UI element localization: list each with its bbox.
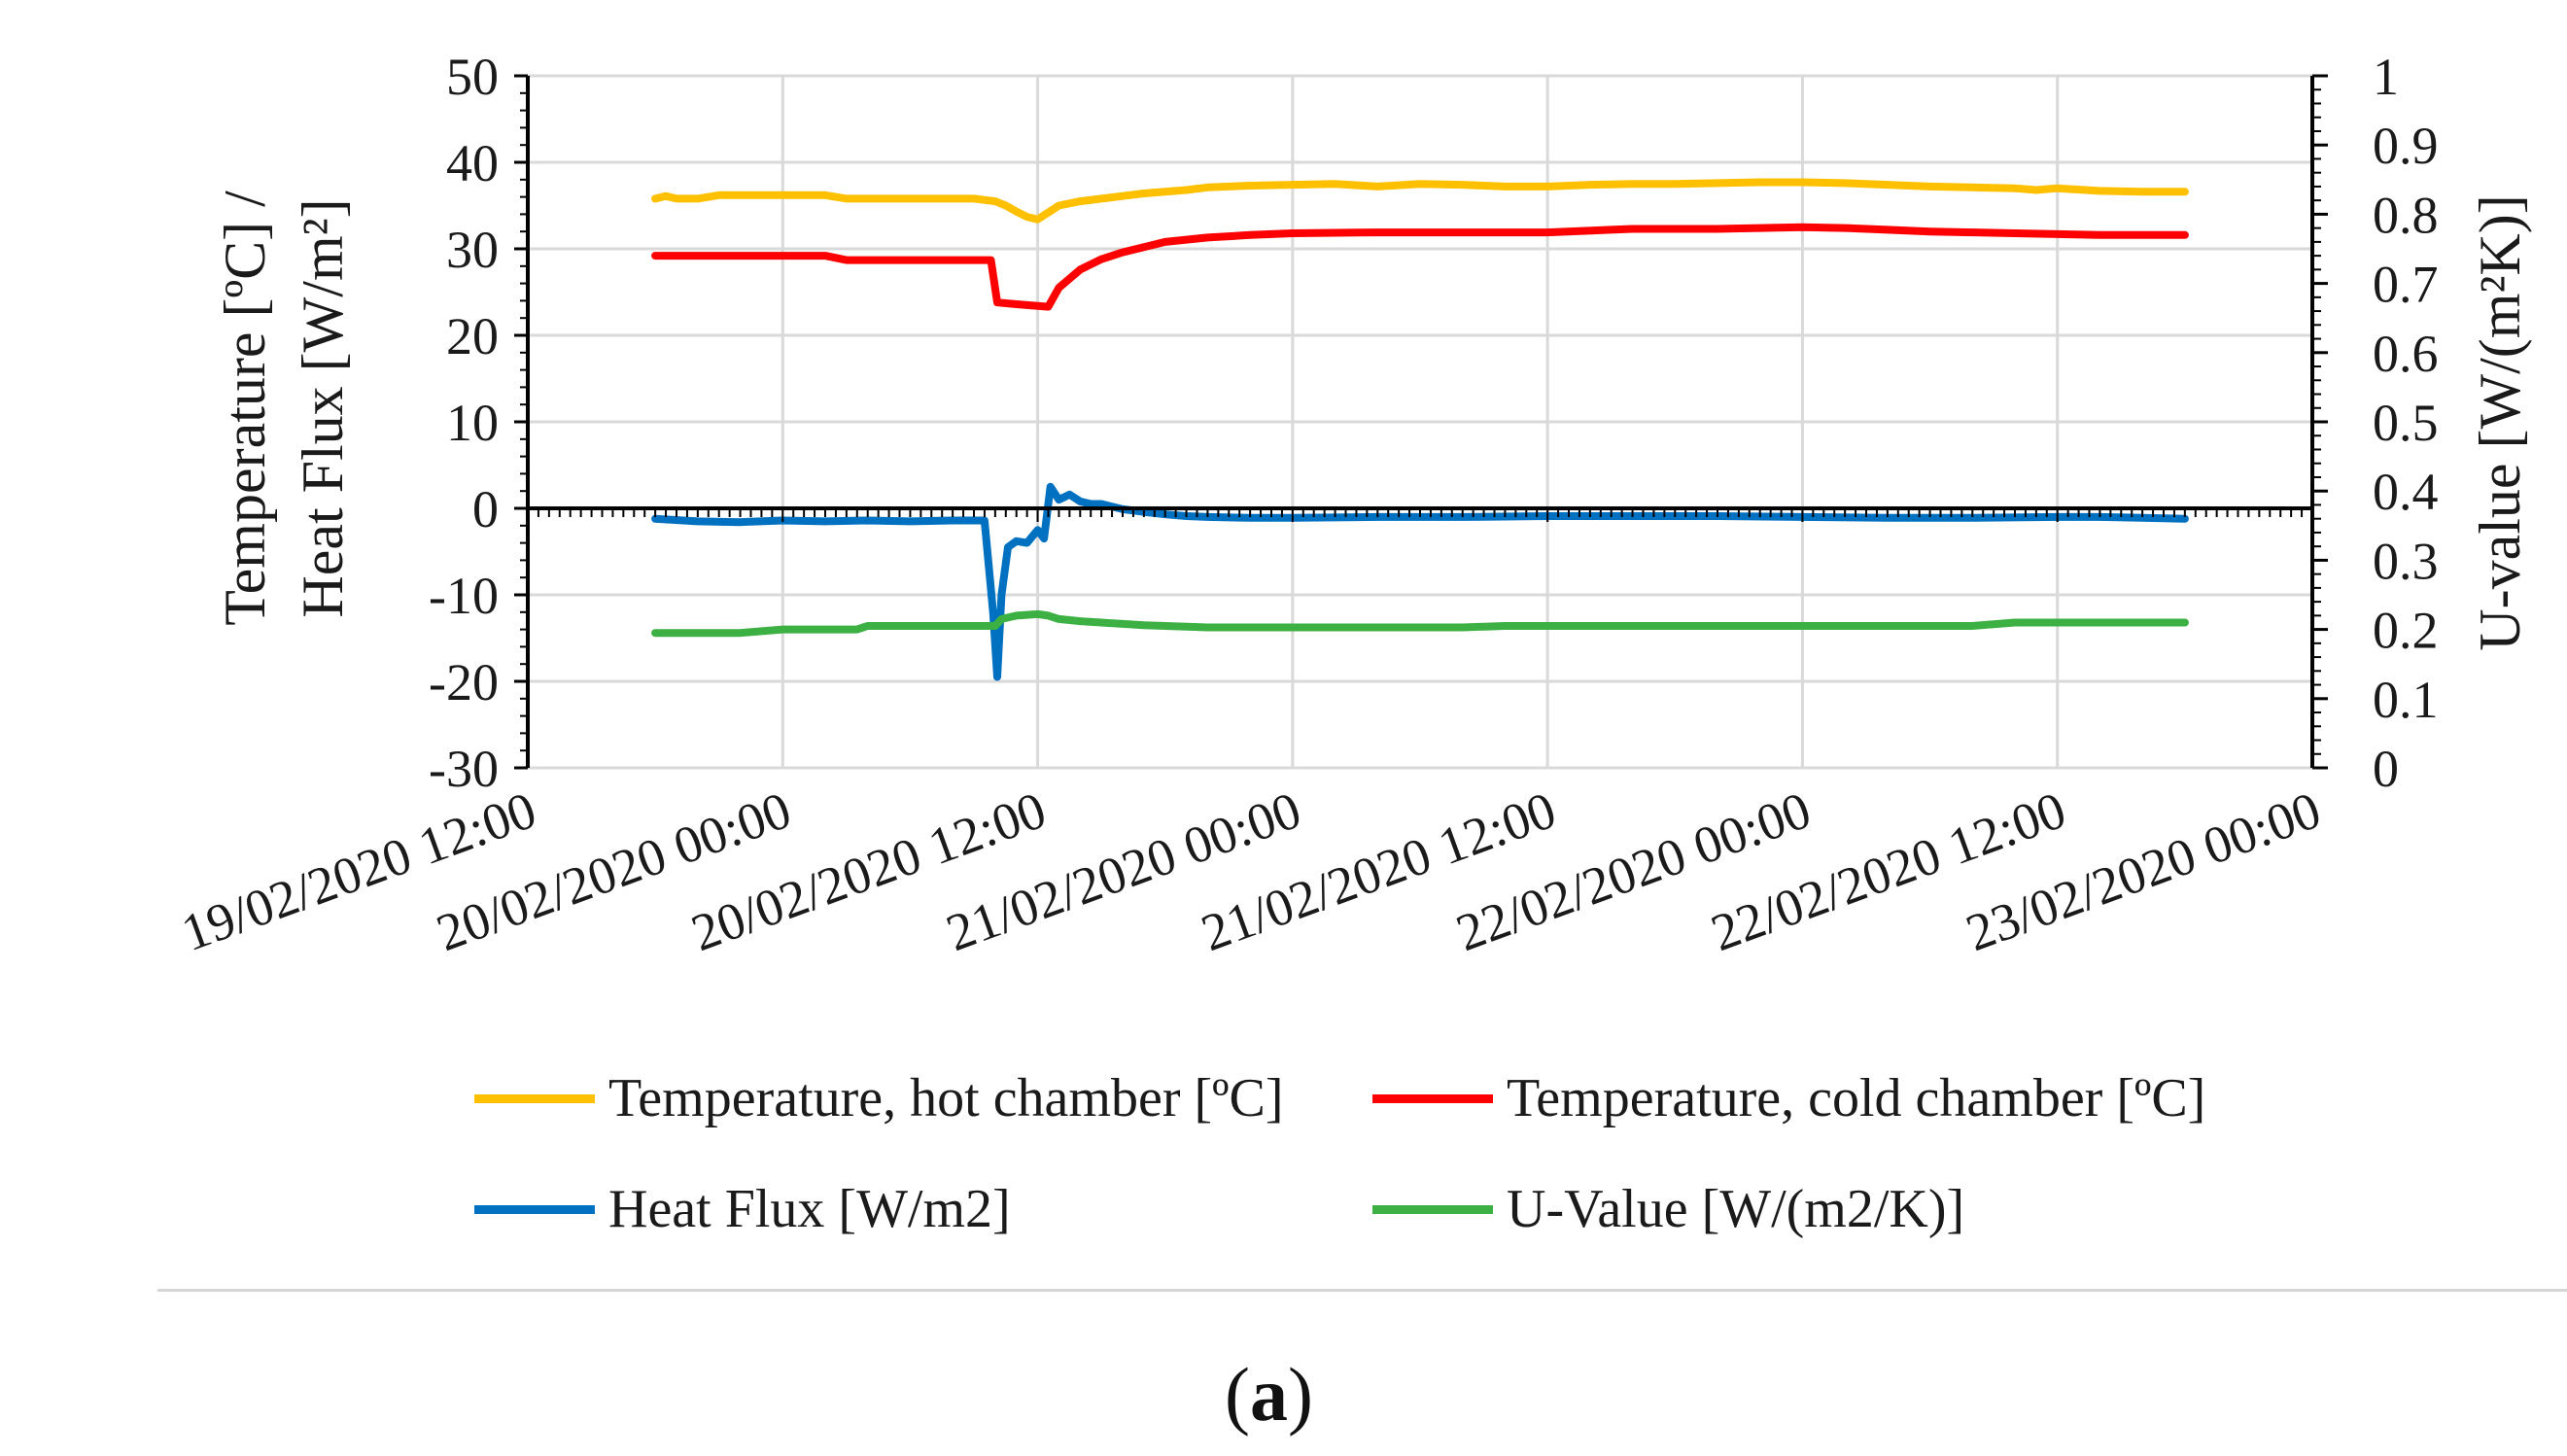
legend-item-flux[interactable]: Heat Flux [W/m2] xyxy=(474,1178,1011,1240)
y-tick-label-right: 0 xyxy=(2373,740,2399,798)
y-tick-label-right: 0.2 xyxy=(2373,602,2439,660)
caption-letter: a xyxy=(1249,1352,1288,1437)
legend-swatch-flux xyxy=(474,1204,595,1214)
y-axis-title-right: U-value [W/(m²K)] xyxy=(2468,194,2532,650)
y-tick-label-right: 0.9 xyxy=(2373,117,2439,175)
caption-close: ) xyxy=(1287,1352,1313,1437)
legend-label-uvalue: U-Value [W/(m2/K)] xyxy=(1507,1179,1965,1239)
axis-labels: Temperature [ºC] / Heat Flux [W/m²] U-valu… xyxy=(213,191,2532,651)
left-axis-ticks: 50 40 30 20 10 0 -10 -20 -30 xyxy=(429,48,528,798)
series-line-2 xyxy=(651,482,2189,681)
y-tick-label-left: -20 xyxy=(429,653,499,711)
figure-caption: (a) xyxy=(1225,1351,1313,1439)
series-line-0 xyxy=(651,178,2189,224)
y-tick-label-right: 0.6 xyxy=(2373,325,2439,383)
right-axis-ticks: 1 0.9 0.8 0.7 0.6 0.5 0.4 0.3 0.2 0.1 0 xyxy=(2312,48,2439,798)
axes xyxy=(526,76,2314,768)
y-tick-label-right: 0.5 xyxy=(2373,394,2439,452)
y-tick-label-right: 1 xyxy=(2373,48,2399,106)
y-tick-label-right: 0.7 xyxy=(2373,256,2439,314)
y-axis-title-left-line2: Heat Flux [W/m²] xyxy=(291,198,355,617)
series-line-1 xyxy=(651,223,2189,311)
y-tick-label-right: 0.3 xyxy=(2373,532,2439,590)
caption-open: ( xyxy=(1225,1352,1250,1437)
series-layer xyxy=(651,178,2189,681)
chart: 50 40 30 20 10 0 -10 -20 -30 1 0.9 0.8 0.7 0.6 0.5 0.4… xyxy=(174,48,2532,962)
y-tick-label-left: 0 xyxy=(472,480,499,538)
series-line-3 xyxy=(651,609,2189,638)
legend-swatch-cold xyxy=(1372,1093,1493,1103)
y-tick-label-right: 0.4 xyxy=(2373,463,2439,521)
y-tick-label-left: -30 xyxy=(429,740,499,798)
legend-label-hot: Temperature, hot chamber [ºC] xyxy=(608,1068,1284,1128)
y-tick-label-left: -10 xyxy=(429,567,499,625)
divider xyxy=(157,1289,2567,1292)
y-tick-label-left: 20 xyxy=(446,307,499,365)
legend-item-hot[interactable]: Temperature, hot chamber [ºC] xyxy=(474,1067,1283,1129)
legend-item-uvalue[interactable]: U-Value [W/(m2/K)] xyxy=(1372,1178,1964,1240)
y-tick-label-left: 40 xyxy=(446,134,499,192)
y-tick-label-right: 0.1 xyxy=(2373,671,2439,729)
legend-label-flux: Heat Flux [W/m2] xyxy=(608,1179,1011,1239)
legend-swatch-uvalue xyxy=(1372,1204,1493,1214)
y-axis-title-left-line1: Temperature [ºC] / xyxy=(213,191,277,626)
legend-label-cold: Temperature, cold chamber [ºC] xyxy=(1507,1068,2206,1128)
grid-lines xyxy=(526,74,2314,770)
y-tick-label-left: 30 xyxy=(446,221,499,279)
legend-item-cold[interactable]: Temperature, cold chamber [ºC] xyxy=(1372,1067,2205,1129)
legend-swatch-hot xyxy=(474,1093,595,1103)
y-tick-label-left: 10 xyxy=(446,394,499,452)
y-tick-label-right: 0.8 xyxy=(2373,186,2439,244)
y-tick-label-left: 50 xyxy=(446,48,499,106)
